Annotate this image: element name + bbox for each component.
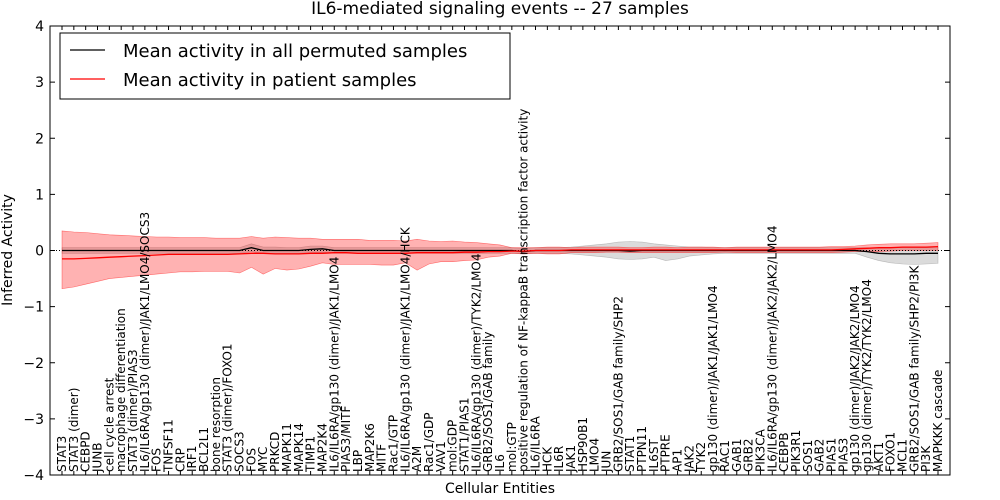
x-tick-label: MAPK14 [292,423,306,472]
x-tick-label: TIMP1 [304,436,318,473]
x-tick-label: IRF1 [185,446,199,472]
y-tick-label: −1 [23,300,44,316]
x-tick-label: PI3K [919,445,933,472]
x-tick-label: bone resorption [209,377,223,472]
x-tick-label: IL6 [493,454,507,472]
x-tick-label: PRKCD [268,432,282,472]
x-tick-label: STAT1/PIAS1 [458,397,472,472]
x-tick-label: IL6/IL6RA/gp130 (dimer)/JAK2/JAK2/LMO4 [765,226,779,472]
x-tick-label: GAB2 [813,439,827,472]
x-tick-label: gp130 (dimer)/JAK2/JAK2/LMO4 [848,285,862,472]
x-tick-label: IL6ST [647,439,661,472]
x-tick-label: PIAS3/MITF [339,405,353,472]
x-tick-label: GRB2/SOS1/GAB family [481,332,495,473]
x-tick-label: TYK2 [694,442,708,473]
x-tick-label: Rac1/GTP [387,415,401,472]
x-tick-label: IL6/IL6RA/gp130 (dimer)/TYK2/LMO4 [469,253,483,472]
x-tick-label: BCL2L1 [197,427,211,472]
x-tick-label: IL6/IL6RA/gp130 (dimer)/JAK1/LMO4/HCK [398,226,412,472]
x-tick-label: IL6R [552,446,566,472]
series-line-patient [62,245,939,260]
band-patient [61,230,939,290]
x-tick-label: gp130 (dimer)/JAK1/JAK1/LMO4 [706,285,720,472]
x-tick-label: A2M [410,446,424,472]
x-tick-label: SOS1 [801,440,815,472]
x-tick-label: LMO4 [588,438,602,472]
bands-layer [61,230,939,290]
x-tick-label: macrophage differentiation [114,308,128,472]
x-tick-label: HSP90B1 [576,417,590,472]
x-tick-label: VAV1 [434,441,448,472]
x-tick-label: RAC1 [718,440,732,472]
x-tick-label: LBP [351,450,365,472]
x-tick-label: gp130 (dimer)/TYK2/TYK2/LMO4 [860,279,874,472]
x-tick-label: MITF [375,444,389,472]
y-tick-label: 1 [35,187,44,203]
x-tick-label: GRB2/SOS1/GAB family/SHP2 [611,296,625,472]
lines-layer [62,245,939,260]
x-tick-label: AP1 [671,449,685,472]
y-axis-label: Inferred Activity [0,194,16,306]
x-tick-label: MAP2K4 [315,423,329,472]
x-tick-label: STAT3 (dimer)/PIAS3 [126,349,140,472]
x-tick-label: STAT1 [623,436,637,472]
x-tick-label: cell cycle arrest [102,377,116,472]
x-tick-label: PIK3CA [753,428,767,472]
y-tick-label: −4 [23,468,44,484]
x-tick-label: JAK2 [682,445,696,473]
x-tick-label: Rac1/GDP [422,413,436,472]
x-tick-label: FOS [150,448,164,472]
axes-layer: −4 −3 −2 −1 0 1 2 3 4 [23,19,951,484]
y-tick-label: −3 [23,412,44,428]
x-tick-label: MAPKKK cascade [931,370,945,472]
x-tick-label: MAPK11 [280,423,294,472]
x-tick-label: mol:GDP [446,420,460,472]
x-tick-label: IL6/IL6RA [529,415,543,472]
x-tick-label: PIK3R1 [789,430,803,472]
x-tick-label: MYC [256,447,270,472]
x-tick-label: GRB2/SOS1/GAB family/SHP2/PI3K [907,264,921,472]
x-tick-label: PTPRE [659,434,673,472]
x-tick-label: HCK [540,446,554,472]
x-tick-label: mol:GTP [505,422,519,472]
x-tick-label: CEBPB [777,432,791,472]
x-tick-label: STAT3 [55,436,69,472]
x-tick-label: PTPN11 [635,426,649,472]
y-tick-label: 2 [35,131,44,147]
x-tick-label: FOXO1 [884,432,898,472]
chart-title: IL6-mediated signaling events -- 27 samp… [311,0,689,19]
y-tick-label: 3 [35,75,44,91]
y-tick-label: 4 [35,19,44,35]
x-tick-label: STAT3 (dimer)/FOXO1 [221,343,235,472]
x-tick-label: IL6/IL6RA/gp130 (dimer)/JAK1/LMO4 [327,257,341,472]
x-tick-label: IL6/IL6RA/gp130 (dimer)/JAK1/LMO4/SOCS3 [138,212,152,472]
x-tick-label: STAT3 (dimer) [67,388,81,472]
x-tick-label: CRP [173,448,187,472]
y-tick-label: −2 [23,356,44,372]
x-tick-label: AKT1 [872,442,886,472]
x-tick-label: TNFSF11 [162,419,176,473]
y-tick-label: 0 [35,244,44,260]
x-tick-label: JUNB [91,442,105,473]
x-tick-label: JAK1 [564,445,578,473]
x-tick-label: GAB1 [730,439,744,472]
x-tick-label: PIAS3 [836,438,850,472]
x-tick-label: positive regulation of NF-kappaB transcr… [517,109,531,472]
x-tick-label: FOS [244,448,258,472]
x-tick-label: SOCS3 [233,431,247,472]
x-tick-label: MCL1 [896,439,910,472]
x-tick-label: GRB2 [742,438,756,472]
x-axis-label: Cellular Entities [445,481,555,497]
x-tick-label: CEBPD [79,431,93,472]
x-tick-label: MAP2K6 [363,423,377,472]
x-tick-label: PIAS1 [825,438,839,472]
legend-label-patient: Mean activity in patient samples [123,70,417,91]
x-tick-label: JUN [600,451,614,473]
legend-label-permuted: Mean activity in all permuted samples [123,41,467,62]
legend: Mean activity in all permuted samples Me… [59,32,511,100]
